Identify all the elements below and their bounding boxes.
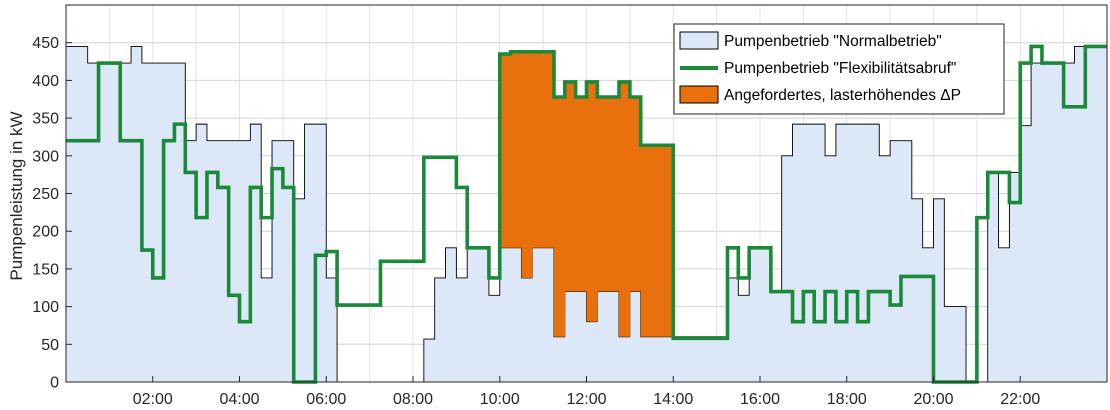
x-tick-label: 12:00 xyxy=(566,391,606,408)
legend: Pumpenbetrieb "Normalbetrieb" Pumpenbetr… xyxy=(673,23,1005,115)
delta-segment xyxy=(597,96,609,292)
delta-segment xyxy=(575,96,587,292)
delta-segment xyxy=(608,96,620,292)
x-tick-label: 04:00 xyxy=(219,391,259,408)
x-tick-label: 06:00 xyxy=(306,391,346,408)
delta-series xyxy=(499,51,674,337)
legend-label-flex: Pumpenbetrieb "Flexibilitätsabruf" xyxy=(724,60,956,77)
legend-box xyxy=(673,23,1005,115)
x-tick-label: 16:00 xyxy=(740,391,780,408)
x-tick-label: 14:00 xyxy=(653,391,693,408)
delta-segment xyxy=(619,81,631,337)
x-tick-label: 08:00 xyxy=(393,391,433,408)
flex-series xyxy=(66,44,1107,384)
y-tick-labels: 0 50 100 150 200 250 300 350 400 450 xyxy=(32,35,59,391)
ticks xyxy=(66,42,1021,383)
delta-segment xyxy=(543,51,555,248)
y-tick-label: 0 xyxy=(50,375,59,392)
y-tick-label: 450 xyxy=(32,35,59,52)
x-tick-label: 10:00 xyxy=(480,391,520,408)
x-tick-label: 20:00 xyxy=(913,391,953,408)
delta-segment xyxy=(510,51,522,248)
delta-segment xyxy=(564,81,577,292)
legend-swatch-delta xyxy=(679,85,719,104)
delta-segment xyxy=(640,145,674,337)
legend-label-delta: Angefordertes, lasterhöhendes ΔP xyxy=(724,87,961,104)
y-tick-label: 100 xyxy=(32,299,59,316)
legend-swatch-normal xyxy=(679,31,719,50)
legend-label-normal: Pumpenbetrieb "Normalbetrieb" xyxy=(724,33,942,50)
flex-line xyxy=(66,44,1107,384)
x-tick-labels: 02:00 04:00 06:00 08:00 10:00 12:00 14:00 16:00… xyxy=(133,391,1041,408)
y-tick-label: 250 xyxy=(32,186,59,203)
y-tick-label: 300 xyxy=(32,148,59,165)
x-tick-label: 18:00 xyxy=(827,391,867,408)
x-tick-label: 02:00 xyxy=(133,391,173,408)
y-tick-label: 50 xyxy=(41,337,59,354)
y-tick-label: 200 xyxy=(32,224,59,241)
y-tick-label: 350 xyxy=(32,111,59,128)
delta-segment xyxy=(532,51,544,248)
delta-segment xyxy=(499,54,511,248)
y-tick-label: 400 xyxy=(32,73,59,90)
delta-segment xyxy=(586,81,598,322)
delta-segment xyxy=(553,96,566,337)
y-axis-label: Pumpenleistung in kW xyxy=(7,111,26,280)
x-tick-label: 22:00 xyxy=(1000,391,1040,408)
delta-segment xyxy=(521,51,533,278)
delta-segment xyxy=(629,96,642,292)
y-tick-label: 150 xyxy=(32,261,59,278)
